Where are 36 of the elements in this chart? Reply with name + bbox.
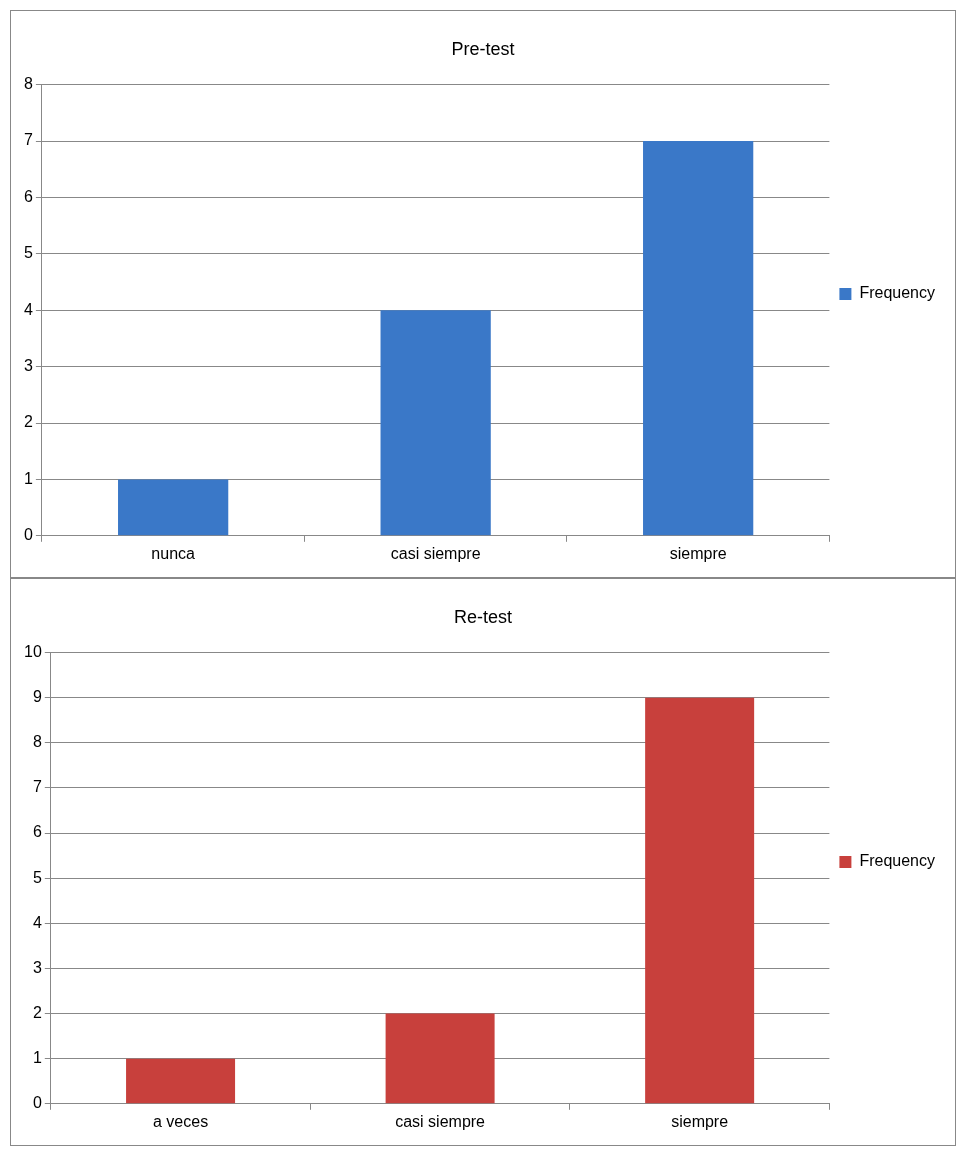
y-tick-label: 0 (23, 526, 33, 544)
bar (645, 697, 755, 1104)
legend-label: Frequency (859, 852, 935, 870)
bar (126, 1058, 236, 1104)
y-tick-label: 2 (23, 413, 33, 431)
y-tick-label: 3 (32, 958, 42, 976)
x-tick-label: a veces (152, 1112, 209, 1130)
y-tick-label: 8 (23, 75, 33, 93)
y-tick-label: 2 (32, 1003, 42, 1021)
x-tick-label: casi siempre (395, 1112, 486, 1130)
legend-label: Frequency (859, 284, 935, 302)
bar (380, 310, 491, 536)
y-tick-label: 10 (24, 643, 42, 661)
x-tick-label: siempre (671, 1112, 729, 1130)
x-tick-label: nunca (151, 544, 196, 562)
y-tick-label: 1 (32, 1049, 42, 1067)
y-tick-label: 6 (23, 187, 33, 205)
y-tick-label: 6 (32, 823, 42, 841)
y-tick-label: 3 (23, 357, 33, 375)
y-tick-label: 7 (23, 131, 33, 149)
y-tick-label: 7 (32, 778, 42, 796)
y-tick-label: 4 (23, 300, 33, 318)
y-tick-label: 9 (32, 688, 42, 706)
x-tick-label: casi siempre (390, 544, 481, 562)
y-tick-label: 5 (23, 244, 33, 262)
y-tick-label: 5 (32, 868, 42, 886)
bar (643, 141, 754, 536)
y-tick-label: 1 (23, 469, 33, 487)
chart-title: Pre-test (451, 38, 515, 59)
chart-title: Re-test (453, 606, 513, 627)
y-tick-label: 4 (32, 913, 42, 931)
x-tick-label: siempre (669, 544, 727, 562)
y-tick-label: 0 (32, 1094, 42, 1112)
bar (118, 479, 229, 536)
bar (385, 1013, 495, 1104)
y-tick-label: 8 (32, 733, 42, 751)
